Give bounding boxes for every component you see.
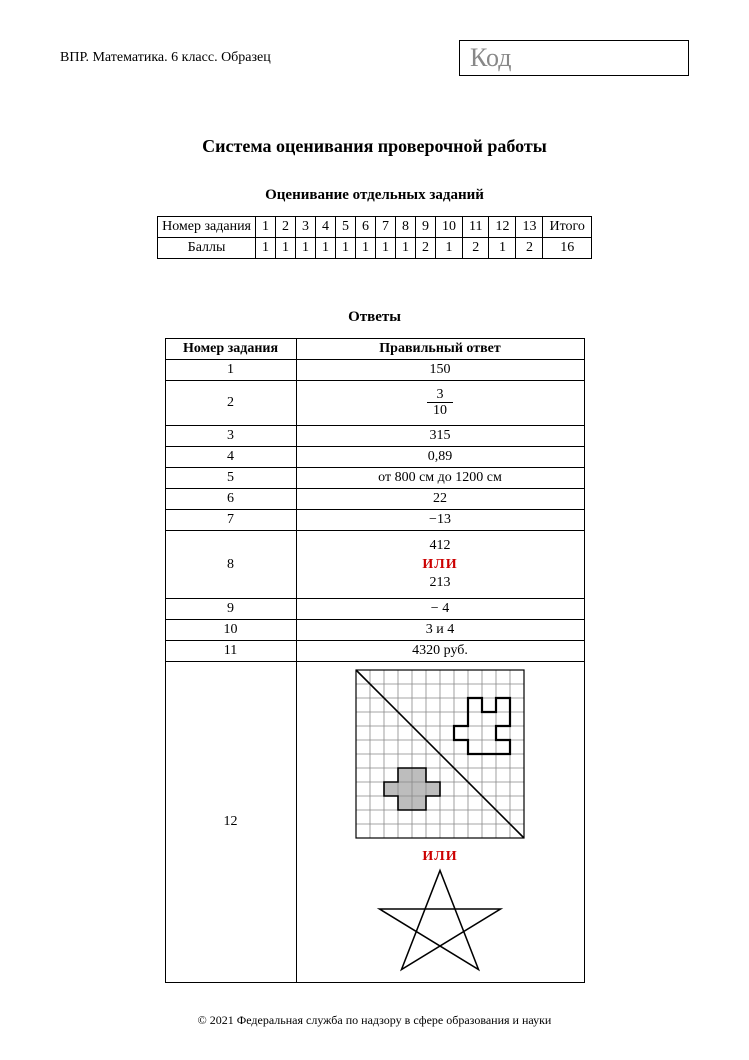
footer-copyright: © 2021 Федеральная служба по надзору в с… xyxy=(60,1013,689,1028)
scoring-cell: 1 xyxy=(316,238,336,259)
answer-row-value: − 4 xyxy=(296,598,584,619)
scoring-cell: 1 xyxy=(436,238,463,259)
scoring-table: Номер задания12345678910111213Итого Балл… xyxy=(157,216,592,259)
answer-row-value: 150 xyxy=(296,360,584,381)
answer-row-num: 10 xyxy=(165,619,296,640)
scoring-cell: 1 xyxy=(396,238,416,259)
answer-row-num: 8 xyxy=(165,531,296,599)
scoring-cell: Баллы xyxy=(158,238,256,259)
answer-row-value: 4320 руб. xyxy=(296,640,584,661)
answer-row-value: 310 xyxy=(296,381,584,426)
scoring-cell: Итого xyxy=(543,217,591,238)
star-diagram xyxy=(370,865,510,975)
scoring-cell: 10 xyxy=(436,217,463,238)
scoring-cell: 4 xyxy=(316,217,336,238)
or-word: ИЛИ xyxy=(301,849,580,865)
scoring-subtitle: Оценивание отдельных заданий xyxy=(60,187,689,204)
answer-row-value: 3 и 4 xyxy=(296,619,584,640)
answers-col-num: Номер задания xyxy=(165,339,296,360)
scoring-cell: 11 xyxy=(463,217,489,238)
answer-row-num: 7 xyxy=(165,510,296,531)
scoring-cell: 5 xyxy=(336,217,356,238)
scoring-cell: 1 xyxy=(489,238,516,259)
answer-row-value: 0,89 xyxy=(296,447,584,468)
scoring-cell: 1 xyxy=(276,238,296,259)
scoring-cell: 9 xyxy=(416,217,436,238)
scoring-cell: 2 xyxy=(416,238,436,259)
answer-row-num: 9 xyxy=(165,598,296,619)
answers-col-ans: Правильный ответ xyxy=(296,339,584,360)
scoring-cell: 12 xyxy=(489,217,516,238)
answer-row-diagram: ИЛИ xyxy=(296,661,584,982)
scoring-cell: Номер задания xyxy=(158,217,256,238)
scoring-cell: 2 xyxy=(276,217,296,238)
answer-row-value: от 800 см до 1200 см xyxy=(296,468,584,489)
answer-row-num: 11 xyxy=(165,640,296,661)
answer-row-num: 4 xyxy=(165,447,296,468)
answer-row-value: 22 xyxy=(296,489,584,510)
answer-row-num: 2 xyxy=(165,381,296,426)
scoring-cell: 13 xyxy=(516,217,543,238)
page-title: Система оценивания проверочной работы xyxy=(60,136,689,157)
answer-row-num: 1 xyxy=(165,360,296,381)
scoring-cell: 1 xyxy=(256,238,276,259)
answers-heading: Ответы xyxy=(60,309,689,326)
answer-row-value: 315 xyxy=(296,426,584,447)
scoring-cell: 1 xyxy=(336,238,356,259)
scoring-cell: 8 xyxy=(396,217,416,238)
answers-table: Номер задания Правильный ответ 115023103… xyxy=(165,338,585,983)
scoring-cell: 2 xyxy=(463,238,489,259)
answer-row-value: 412ИЛИ213 xyxy=(296,531,584,599)
scoring-cell: 2 xyxy=(516,238,543,259)
answer-row-value: −13 xyxy=(296,510,584,531)
scoring-cell: 1 xyxy=(256,217,276,238)
answer-row-num: 6 xyxy=(165,489,296,510)
answer-row-num: 12 xyxy=(165,661,296,982)
code-input-box[interactable]: Код xyxy=(459,40,689,76)
scoring-cell: 1 xyxy=(296,238,316,259)
scoring-cell: 16 xyxy=(543,238,591,259)
grid-diagram xyxy=(350,664,530,844)
scoring-cell: 1 xyxy=(356,238,376,259)
scoring-cell: 6 xyxy=(356,217,376,238)
answer-row-num: 5 xyxy=(165,468,296,489)
doc-label: ВПР. Математика. 6 класс. Образец xyxy=(60,50,271,66)
scoring-cell: 7 xyxy=(376,217,396,238)
answer-row-num: 3 xyxy=(165,426,296,447)
scoring-cell: 3 xyxy=(296,217,316,238)
scoring-cell: 1 xyxy=(376,238,396,259)
